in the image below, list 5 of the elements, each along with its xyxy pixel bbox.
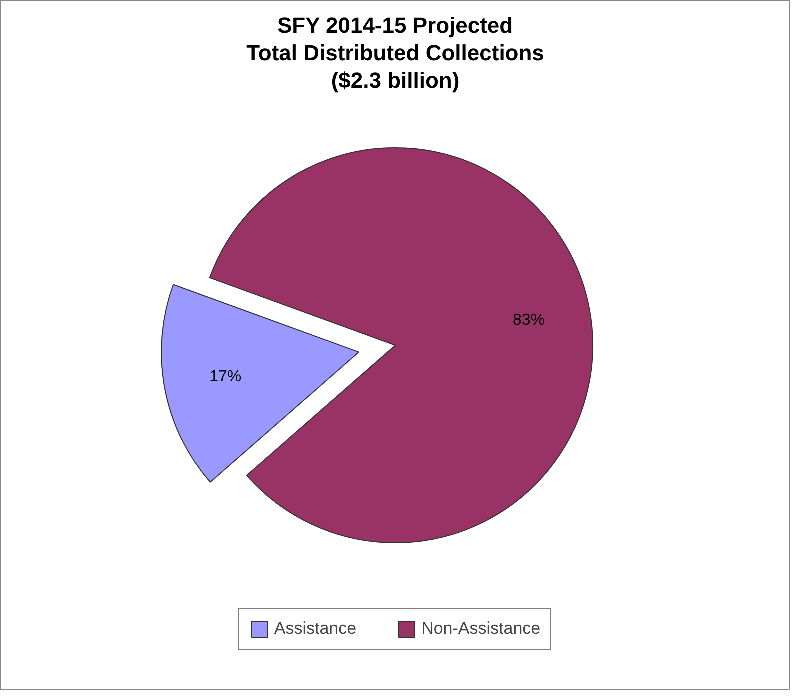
data-label: 83%	[512, 312, 545, 330]
legend-label: Assistance	[274, 619, 357, 639]
data-label: 17%	[210, 368, 242, 386]
legend-label: Non-Assistance	[422, 619, 541, 639]
chart-title: SFY 2014-15 Projected Total Distributed Collections ($2.3 billion)	[246, 12, 544, 93]
